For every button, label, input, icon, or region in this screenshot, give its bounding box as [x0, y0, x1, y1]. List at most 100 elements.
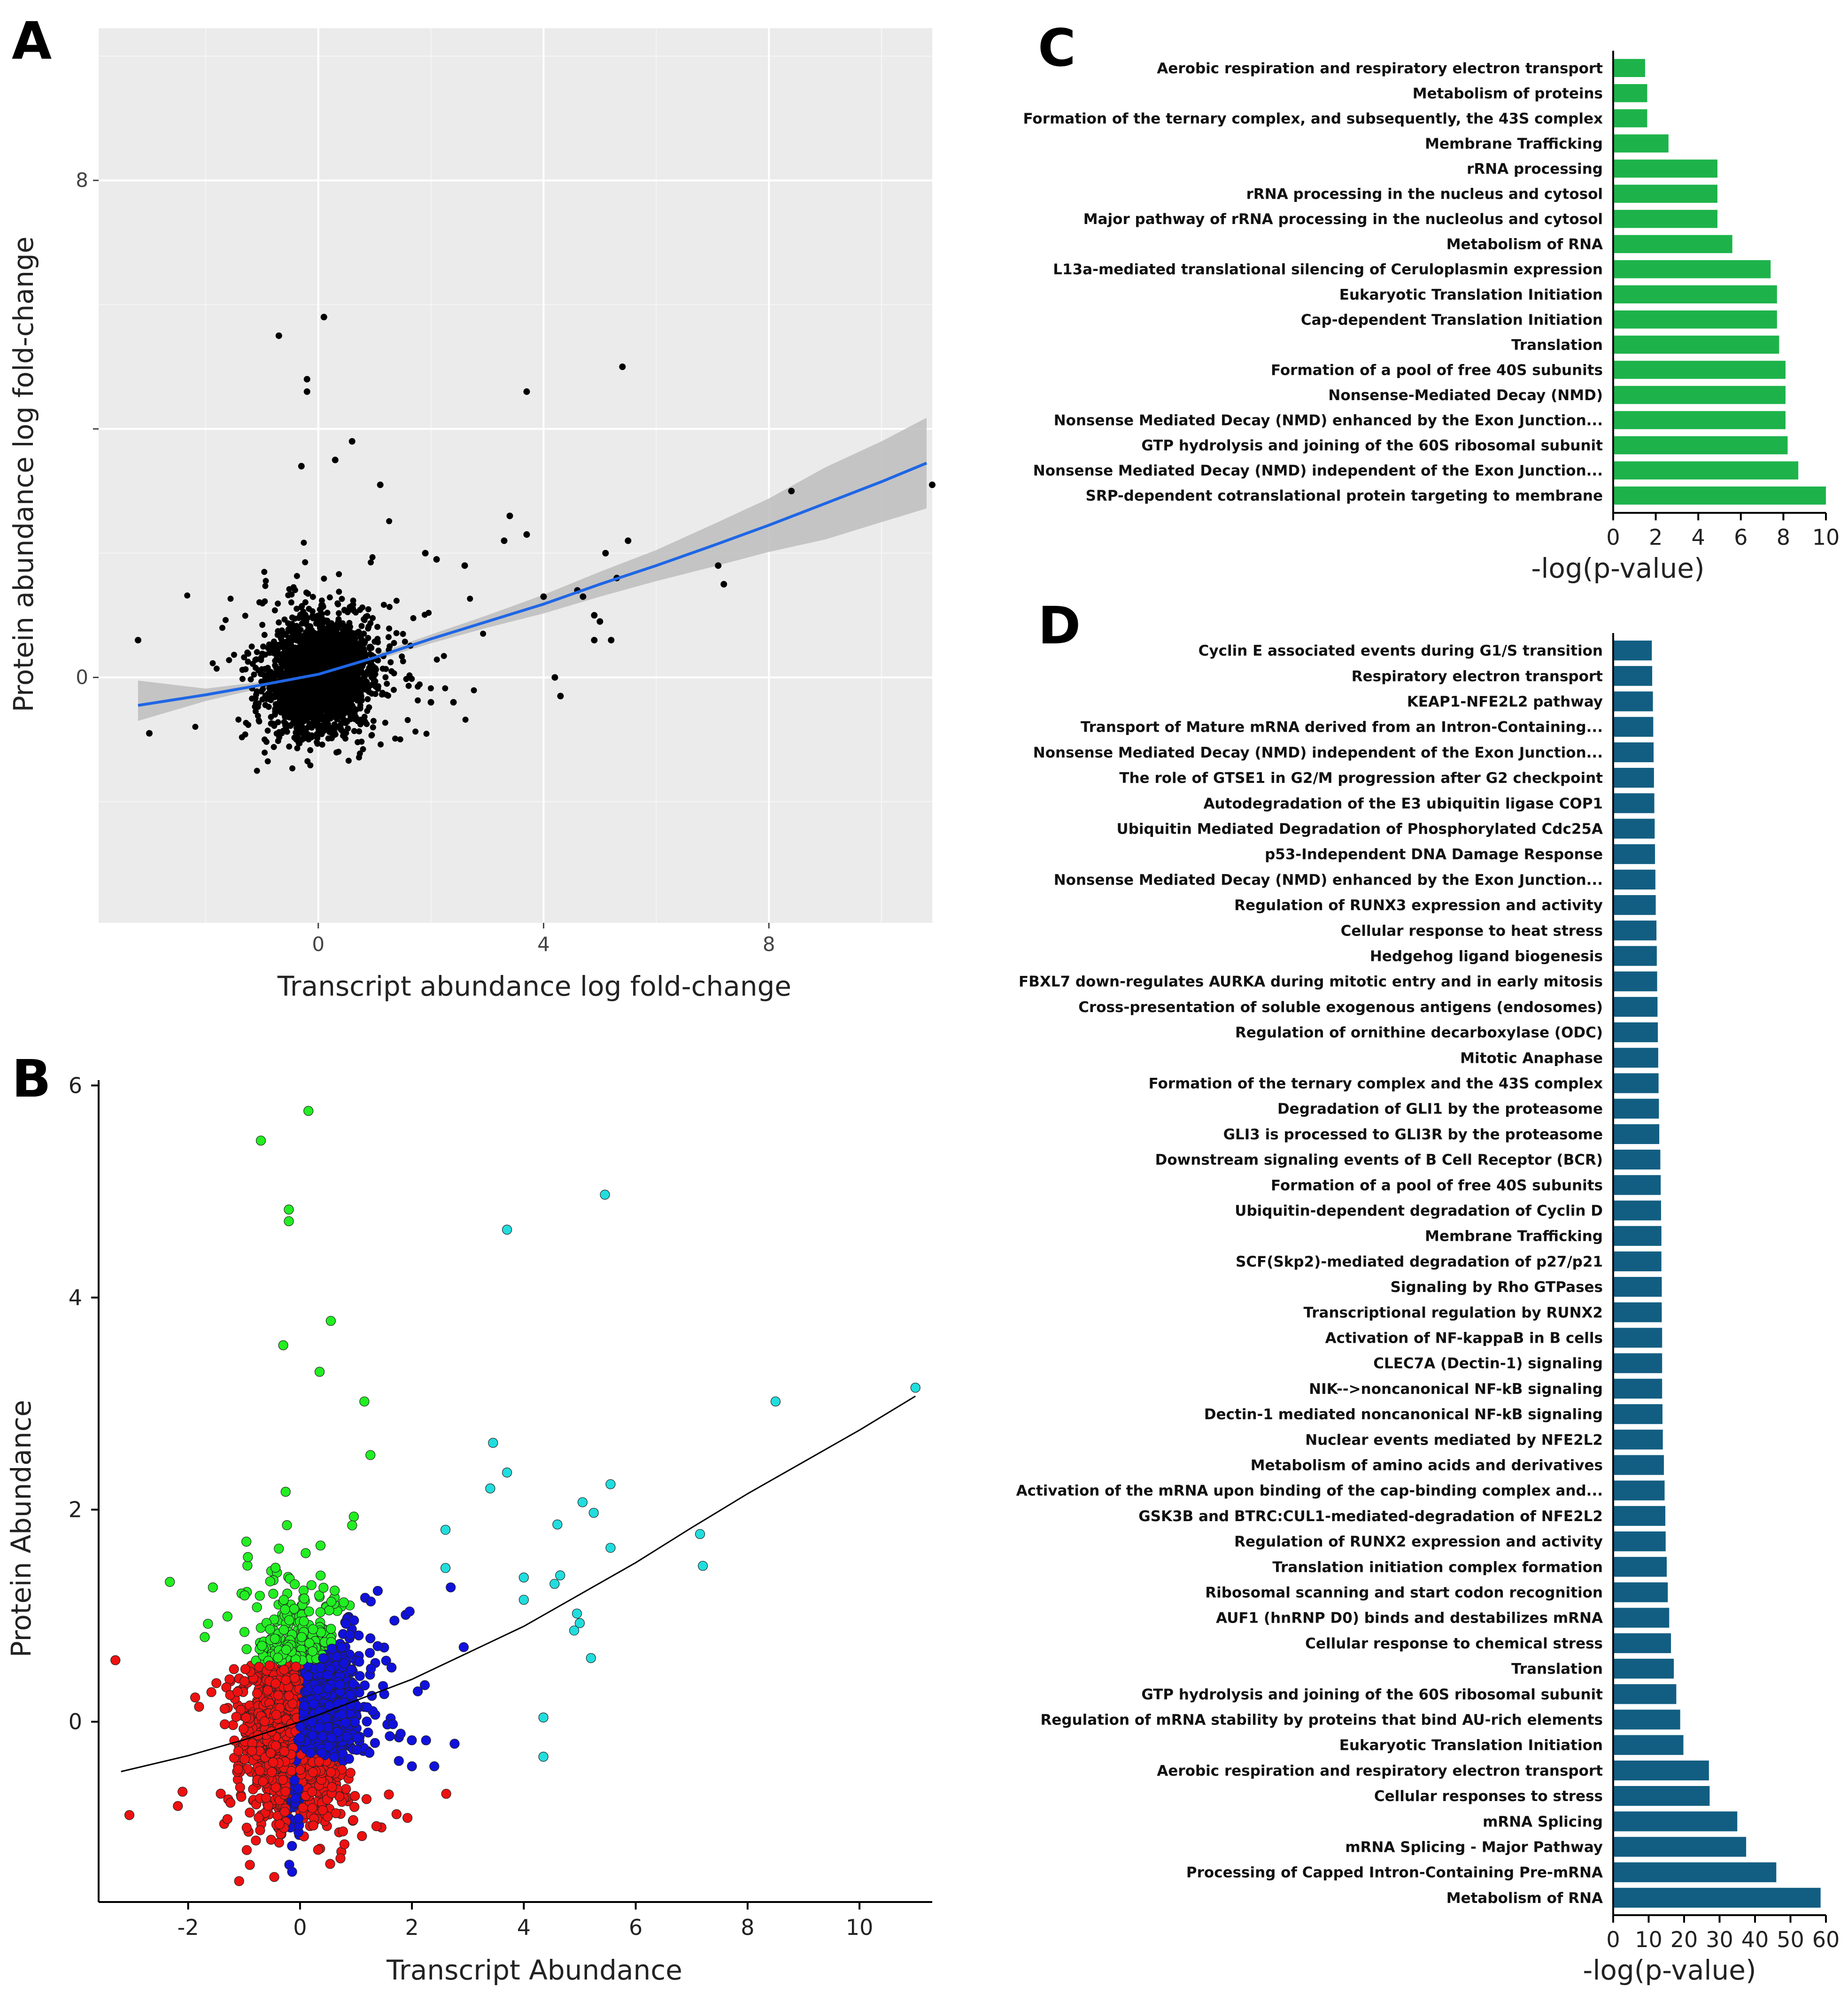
panel-a-point	[441, 653, 447, 659]
panel-b-point	[372, 1641, 383, 1651]
panel-a-point	[252, 657, 259, 663]
panel-a-point	[299, 620, 305, 627]
panel-a-point	[301, 632, 308, 639]
panel-a-point	[239, 676, 246, 682]
panel-b-point	[384, 1789, 394, 1800]
panel-a-point	[388, 668, 395, 674]
panel-b-point	[219, 1704, 230, 1714]
panel-a-point	[375, 657, 381, 664]
panel-a-point	[271, 607, 278, 614]
panel-b-point	[219, 1719, 230, 1730]
panel-b-point	[287, 1841, 297, 1851]
panel-a-point	[397, 736, 403, 742]
panel-a-point	[244, 650, 251, 656]
panel-a-point	[290, 683, 297, 689]
panel-a-point	[146, 730, 153, 737]
panel-b-point	[446, 1582, 456, 1593]
panel-a-point	[255, 712, 261, 719]
panel-a-point	[284, 650, 291, 657]
panel-a-point	[247, 676, 254, 683]
panel-a-point	[385, 692, 392, 699]
panel-a-point	[423, 730, 430, 737]
panel-b-point	[240, 1664, 250, 1674]
panel-a-point	[405, 682, 412, 689]
panel-a-point	[370, 615, 376, 621]
panel-a-point	[347, 684, 354, 690]
panel-a-point	[249, 696, 255, 702]
panel-a-point	[347, 636, 354, 643]
panel-b-point	[173, 1801, 183, 1811]
panel-a-point	[393, 597, 400, 604]
panel-a-point	[369, 732, 375, 738]
panel-a-point	[384, 680, 390, 687]
panel-a-point	[291, 670, 298, 677]
panel-b-point	[389, 1616, 400, 1626]
panel-b-point	[268, 1589, 278, 1599]
panel-a-point	[325, 654, 331, 661]
panel-a-point	[366, 665, 372, 671]
panel-a-point	[370, 724, 376, 731]
panel-a-point	[433, 556, 440, 563]
panel-b-point	[365, 1596, 376, 1607]
panel-a-point	[382, 719, 388, 726]
panel-a-point	[366, 644, 373, 650]
panel-a-point	[277, 630, 283, 636]
panel-a-point	[366, 704, 372, 711]
panel-b-point	[363, 1727, 373, 1738]
panel-a-point	[523, 531, 530, 538]
panel-b-point	[234, 1876, 244, 1887]
panel-a-point	[273, 730, 280, 737]
panel-a-band-shape	[138, 418, 927, 721]
panel-b-points	[110, 1106, 920, 1887]
panel-a-point	[409, 676, 415, 682]
panel-a-point	[328, 704, 334, 710]
panel-a-point	[259, 600, 266, 607]
panel-a-point	[323, 647, 330, 654]
panel-a-point	[285, 592, 292, 598]
panel-b-point	[232, 1686, 243, 1697]
panel-a-point	[235, 716, 242, 723]
panel-a-point	[265, 645, 271, 651]
panel-a-point	[392, 735, 398, 742]
panel-a-point	[259, 696, 266, 703]
panel-a-point	[619, 363, 626, 370]
panel-a-point	[602, 549, 609, 557]
panel-a-point	[501, 537, 508, 544]
panel-a-points	[134, 314, 936, 774]
panel-a-point	[350, 597, 356, 604]
panel-a-point	[315, 683, 322, 690]
panel-a-y-tick-label: 8	[76, 169, 88, 192]
panel-a-point	[307, 747, 314, 753]
panel-a-point	[318, 725, 325, 731]
panel-a-point	[308, 664, 314, 670]
panel-b-point	[265, 1576, 275, 1586]
panel-a-point	[287, 659, 294, 666]
panel-b-point	[364, 1647, 375, 1658]
panel-letter-c: C	[1038, 18, 1076, 78]
panel-b-point	[274, 1543, 284, 1554]
panel-a-point	[591, 612, 598, 619]
panel-a-point	[359, 640, 366, 646]
panel-b-point	[245, 1808, 255, 1818]
panel-a-point	[241, 654, 247, 661]
panel-a-point	[336, 622, 343, 628]
panel-a-point	[625, 537, 632, 544]
panel-a-point	[261, 632, 268, 638]
panel-a-point	[284, 641, 291, 648]
panel-a-point	[303, 376, 310, 383]
panel-a-point	[319, 665, 326, 672]
panel-a-point	[442, 685, 448, 692]
panel-a-point	[335, 642, 342, 649]
panel-a-point	[335, 610, 342, 617]
panel-a-point	[299, 644, 305, 650]
panel-b-point	[241, 1823, 252, 1833]
panel-b-point	[254, 1812, 264, 1823]
panel-a-point	[311, 638, 317, 644]
panel-a-point	[523, 388, 530, 395]
panel-a-point	[334, 600, 341, 607]
panel-a-point	[387, 659, 394, 665]
panel-a-point	[471, 687, 477, 694]
panel-a-point	[353, 680, 359, 687]
panel-b-point	[449, 1739, 460, 1749]
